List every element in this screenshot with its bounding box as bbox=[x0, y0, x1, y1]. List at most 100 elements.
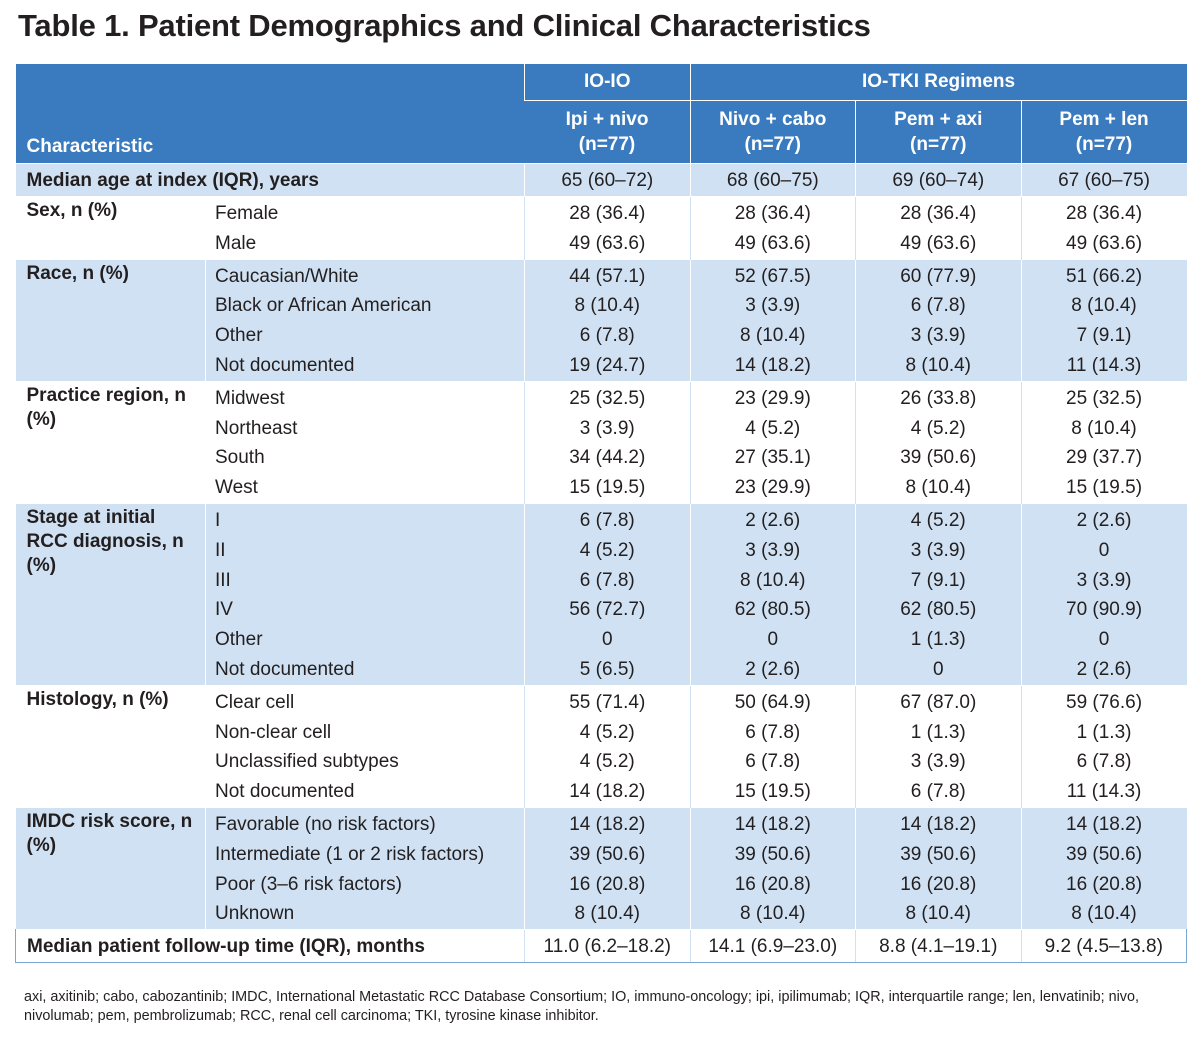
value: 39 (50.6) bbox=[569, 843, 646, 865]
value: 7 (9.1) bbox=[910, 569, 966, 591]
row-subcategories: Caucasian/White Black or African American… bbox=[204, 259, 525, 382]
value: 39 (50.6) bbox=[900, 447, 977, 469]
table-body: Median age at index (IQR), years 65 (60–7… bbox=[14, 163, 1188, 964]
value-cell: 67 (60–75) bbox=[1020, 163, 1187, 197]
subcategory-label: I bbox=[215, 509, 221, 531]
table-row: Stage at initial RCC diagnosis, n (%) I II… bbox=[15, 503, 1187, 686]
value-cell: 14 (18.2) 39 (50.6) 16 (20.8) 8 (10.4) bbox=[524, 807, 691, 930]
value: 4 (5.2) bbox=[910, 417, 966, 439]
value-cell: 55 (71.4) 4 (5.2) 4 (5.2) 14 (18.2) bbox=[524, 685, 691, 808]
value: 16 (20.8) bbox=[734, 873, 811, 895]
value: 70 (90.9) bbox=[1066, 599, 1143, 621]
value: 2 (2.6) bbox=[745, 658, 801, 680]
value: 14 (18.2) bbox=[569, 813, 646, 835]
value: 55 (71.4) bbox=[569, 691, 646, 713]
value: 14 (18.2) bbox=[734, 813, 811, 835]
column-header: Ipi + nivo (n=77) bbox=[524, 100, 691, 164]
value-cell: 8.8 (4.1–19.1) bbox=[855, 929, 1022, 964]
value-cell: 60 (77.9) 6 (7.8) 3 (3.9) 8 (10.4) bbox=[855, 259, 1022, 382]
value: 51 (66.2) bbox=[1066, 265, 1143, 287]
subcategory-label: Black or African American bbox=[215, 295, 432, 317]
value: 9.2 (4.5–13.8) bbox=[1044, 936, 1163, 958]
value: 27 (35.1) bbox=[734, 447, 811, 469]
value: 6 (7.8) bbox=[579, 509, 635, 531]
table-row: Median age at index (IQR), years 65 (60–7… bbox=[15, 163, 1187, 197]
value: 4 (5.2) bbox=[579, 721, 635, 743]
value: 52 (67.5) bbox=[734, 265, 811, 287]
subcategory-label: Poor (3–6 risk factors) bbox=[215, 873, 402, 895]
value: 23 (29.9) bbox=[734, 387, 811, 409]
row-category: Race, n (%) bbox=[15, 259, 206, 382]
table-row: IMDC risk score, n (%) Favorable (no risk… bbox=[15, 807, 1187, 930]
row-subcategories: Clear cell Non-clear cell Unclassified sub… bbox=[204, 685, 525, 808]
value: 5 (6.5) bbox=[579, 658, 635, 680]
value: 4 (5.2) bbox=[579, 751, 635, 773]
value: 67 (87.0) bbox=[900, 691, 977, 713]
value: 65 (60–72) bbox=[561, 170, 654, 191]
column-name: Pem + len bbox=[1059, 109, 1149, 130]
value: 8 (10.4) bbox=[1071, 295, 1137, 317]
value: 19 (24.7) bbox=[569, 354, 646, 376]
group-header-io-io: IO-IO bbox=[524, 64, 691, 101]
row-subcategories: Midwest Northeast South West bbox=[204, 381, 525, 504]
value: 59 (76.6) bbox=[1066, 691, 1143, 713]
subcategory-label: Other bbox=[215, 629, 263, 651]
group-header-io-tki: IO-TKI Regimens bbox=[689, 64, 1187, 101]
value: 26 (33.8) bbox=[900, 387, 977, 409]
value: 0 bbox=[601, 629, 613, 651]
subcategory-label: Northeast bbox=[215, 417, 298, 439]
value: 14 (18.2) bbox=[900, 813, 977, 835]
value: 8 (10.4) bbox=[740, 325, 806, 347]
row-category: IMDC risk score, n (%) bbox=[15, 807, 206, 930]
value: 56 (72.7) bbox=[569, 599, 646, 621]
value: 0 bbox=[767, 629, 779, 651]
value-cell: 14 (18.2) 39 (50.6) 16 (20.8) 8 (10.4) bbox=[1020, 807, 1187, 930]
column-header: Pem + len (n=77) bbox=[1020, 100, 1187, 164]
value: 8 (10.4) bbox=[574, 295, 640, 317]
subcategory-label: Midwest bbox=[215, 387, 285, 409]
subcategory-label: Not documented bbox=[215, 354, 355, 376]
value: 62 (80.5) bbox=[900, 599, 977, 621]
value-cell: 59 (76.6) 1 (1.3) 6 (7.8) 11 (14.3) bbox=[1020, 685, 1187, 808]
value-cell: 14 (18.2) 39 (50.6) 16 (20.8) 8 (10.4) bbox=[855, 807, 1022, 930]
value-cell: 9.2 (4.5–13.8) bbox=[1020, 929, 1188, 964]
value: 2 (2.6) bbox=[745, 509, 801, 531]
value: 69 (60–74) bbox=[892, 170, 985, 191]
table-row: Histology, n (%) Clear cell Non-clear cell… bbox=[15, 685, 1187, 808]
value-cell: 44 (57.1) 8 (10.4) 6 (7.8) 19 (24.7) bbox=[524, 259, 691, 382]
row-subcategories: Favorable (no risk factors) Intermediate … bbox=[204, 807, 525, 930]
row-category: Histology, n (%) bbox=[15, 685, 206, 808]
value-cell: 67 (87.0) 1 (1.3) 3 (3.9) 6 (7.8) bbox=[855, 685, 1022, 808]
value: 3 (3.9) bbox=[745, 539, 801, 561]
value: 44 (57.1) bbox=[569, 265, 646, 287]
table-row: Race, n (%) Caucasian/White Black or Afric… bbox=[15, 259, 1187, 382]
value: 28 (36.4) bbox=[900, 203, 977, 224]
value: 50 (64.9) bbox=[734, 691, 811, 713]
value: 23 (29.9) bbox=[734, 477, 811, 499]
value: 2 (2.6) bbox=[1076, 658, 1132, 680]
value: 39 (50.6) bbox=[734, 843, 811, 865]
value: 14 (18.2) bbox=[569, 781, 646, 803]
value-cell: 28 (36.4) 49 (63.6) bbox=[689, 196, 856, 260]
value: 28 (36.4) bbox=[1066, 203, 1143, 224]
value-cell: 69 (60–74) bbox=[855, 163, 1022, 197]
characteristic-header: Characteristic bbox=[15, 64, 525, 164]
value-cell: 28 (36.4) 49 (63.6) bbox=[524, 196, 691, 260]
value: 7 (9.1) bbox=[1076, 325, 1132, 347]
subcategory-label: IV bbox=[215, 599, 233, 621]
value: 1 (1.3) bbox=[910, 629, 966, 651]
value: 34 (44.2) bbox=[569, 447, 646, 469]
value: 3 (3.9) bbox=[910, 325, 966, 347]
value-cell: 50 (64.9) 6 (7.8) 6 (7.8) 15 (19.5) bbox=[689, 685, 856, 808]
subcategory-label: West bbox=[215, 477, 258, 499]
subcategory-label: Other bbox=[215, 325, 263, 347]
value: 8 (10.4) bbox=[574, 903, 640, 925]
value: 16 (20.8) bbox=[569, 873, 646, 895]
value-cell: 14 (18.2) 39 (50.6) 16 (20.8) 8 (10.4) bbox=[689, 807, 856, 930]
value-cell: 65 (60–72) bbox=[524, 163, 691, 197]
value: 8 (10.4) bbox=[740, 903, 806, 925]
value: 11.0 (6.2–18.2) bbox=[543, 936, 671, 958]
value: 25 (32.5) bbox=[569, 387, 646, 409]
column-n: (n=77) bbox=[1075, 134, 1133, 155]
column-header: Nivo + cabo (n=77) bbox=[689, 100, 856, 164]
